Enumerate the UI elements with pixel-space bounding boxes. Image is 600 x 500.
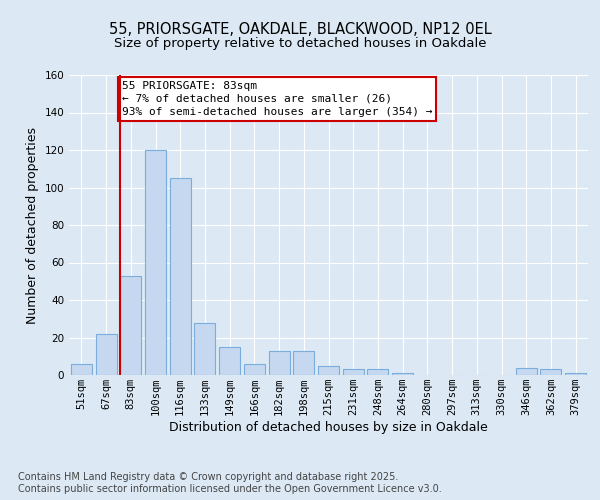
Bar — [194, 322, 215, 375]
Bar — [343, 370, 364, 375]
Bar — [392, 373, 413, 375]
Bar — [269, 350, 290, 375]
Bar — [541, 370, 562, 375]
Bar — [293, 350, 314, 375]
Bar — [219, 347, 240, 375]
Bar — [120, 276, 141, 375]
Bar — [170, 178, 191, 375]
Bar — [244, 364, 265, 375]
Bar — [367, 370, 388, 375]
Bar — [145, 150, 166, 375]
Text: Contains HM Land Registry data © Crown copyright and database right 2025.
Contai: Contains HM Land Registry data © Crown c… — [18, 472, 442, 494]
Bar — [95, 334, 116, 375]
Text: 55, PRIORSGATE, OAKDALE, BLACKWOOD, NP12 0EL: 55, PRIORSGATE, OAKDALE, BLACKWOOD, NP12… — [109, 22, 491, 36]
Bar — [318, 366, 339, 375]
Bar — [71, 364, 92, 375]
Text: Size of property relative to detached houses in Oakdale: Size of property relative to detached ho… — [114, 38, 486, 51]
Bar — [516, 368, 537, 375]
Y-axis label: Number of detached properties: Number of detached properties — [26, 126, 39, 324]
Bar — [565, 373, 586, 375]
Text: 55 PRIORSGATE: 83sqm
← 7% of detached houses are smaller (26)
93% of semi-detach: 55 PRIORSGATE: 83sqm ← 7% of detached ho… — [122, 80, 432, 117]
X-axis label: Distribution of detached houses by size in Oakdale: Distribution of detached houses by size … — [169, 421, 488, 434]
